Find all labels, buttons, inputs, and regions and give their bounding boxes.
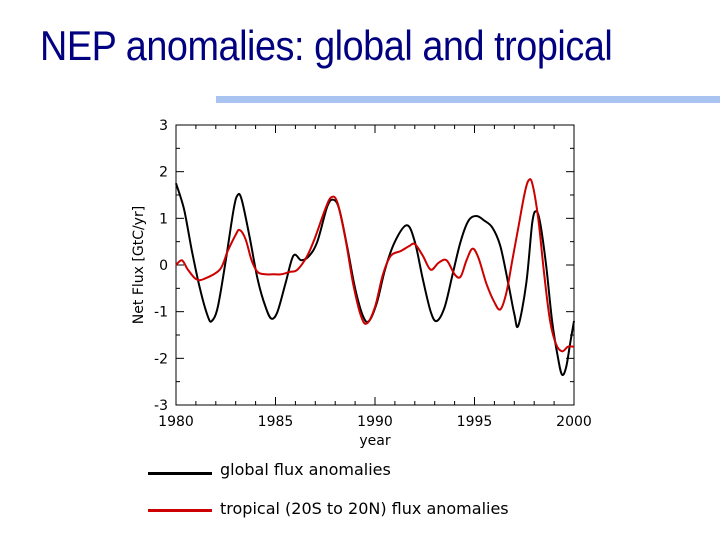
- y-tick-label: -3: [154, 398, 168, 414]
- y-tick-label: 3: [159, 118, 168, 134]
- y-tick-label: -2: [154, 351, 168, 367]
- y-tick-label: 2: [159, 165, 168, 181]
- y-tick-label: 1: [159, 211, 168, 227]
- y-axis-label: Net Flux [GtC/yr]: [131, 206, 147, 324]
- plot-frame: [175, 124, 575, 406]
- x-tick-label: 1985: [258, 414, 294, 430]
- slide-title: NEP anomalies: global and tropical: [40, 22, 613, 69]
- y-tick-label: -1: [154, 305, 168, 321]
- x-tick-label: 1980: [158, 414, 194, 430]
- x-tick-label: 1990: [357, 414, 393, 430]
- series-line-global: [175, 183, 575, 377]
- legend-label-global: global flux anomalies: [220, 460, 391, 479]
- title-underline-rule: [216, 96, 720, 103]
- legend-line-tropical: [148, 509, 212, 512]
- x-tick-label: 1995: [457, 414, 493, 430]
- legend-line-global: [148, 472, 212, 475]
- series-line-tropical: [175, 178, 575, 353]
- x-axis-label: year: [359, 433, 390, 449]
- y-tick-label: 0: [159, 258, 168, 274]
- x-tick-label: 2000: [556, 414, 592, 430]
- legend-label-tropical: tropical (20S to 20N) flux anomalies: [220, 499, 509, 518]
